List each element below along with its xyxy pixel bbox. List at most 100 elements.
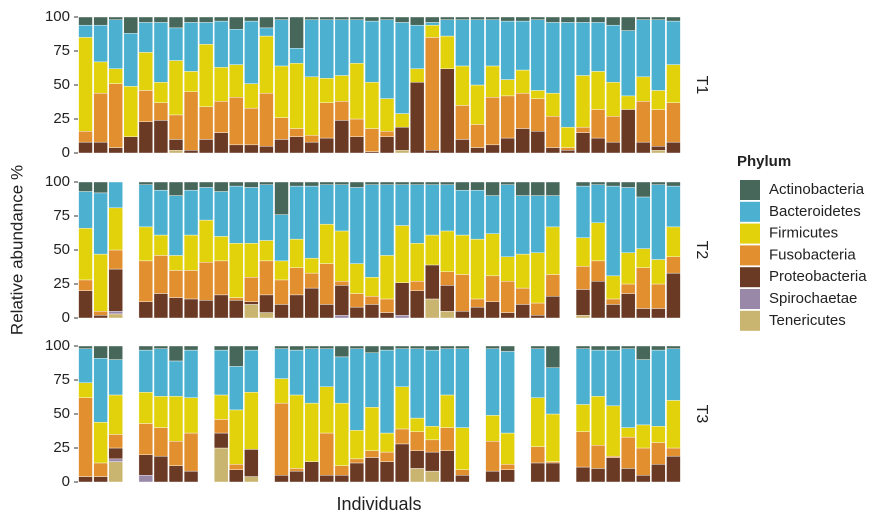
bar-segment bbox=[183, 397, 199, 434]
bar-segment bbox=[425, 16, 440, 23]
bar-segment bbox=[394, 184, 410, 226]
bar-segment bbox=[304, 287, 319, 319]
bar-segment bbox=[334, 19, 349, 76]
bar-segment bbox=[304, 76, 319, 136]
bar-segment bbox=[229, 97, 244, 146]
bar-segment bbox=[590, 396, 606, 446]
bar-segment bbox=[168, 270, 184, 298]
bar-segment bbox=[500, 281, 515, 313]
bar-segment bbox=[138, 392, 153, 424]
bar-segment bbox=[666, 226, 681, 258]
bar-segment bbox=[138, 301, 153, 319]
bar-segment bbox=[93, 358, 108, 423]
bar-segment bbox=[621, 427, 636, 438]
bar-segment bbox=[379, 312, 395, 319]
bar-segment bbox=[138, 475, 153, 483]
bar-segment bbox=[93, 476, 108, 483]
bar-segment bbox=[485, 65, 500, 98]
bar-segment bbox=[259, 240, 274, 262]
bar-segment bbox=[440, 394, 455, 428]
bar-segment bbox=[244, 181, 259, 188]
bar-segment bbox=[379, 184, 395, 256]
bar-segment bbox=[440, 427, 455, 451]
y-tick-label: 100 bbox=[45, 173, 70, 190]
bar-segment bbox=[78, 476, 93, 483]
bar-segment bbox=[530, 302, 545, 316]
bar-segment bbox=[364, 181, 380, 185]
bar-segment bbox=[244, 304, 259, 319]
bar-segment bbox=[515, 20, 530, 71]
bar-segment bbox=[410, 290, 425, 319]
bar-segment bbox=[651, 19, 666, 91]
bar-segment bbox=[319, 475, 334, 483]
bar-segment bbox=[349, 63, 365, 120]
bar-segment bbox=[545, 92, 560, 117]
bar-segment bbox=[500, 79, 515, 97]
bar-segment bbox=[198, 219, 214, 263]
bar-segment bbox=[78, 131, 93, 143]
bar-segment bbox=[666, 272, 681, 319]
bar-segment bbox=[470, 84, 485, 125]
bar-segment bbox=[289, 128, 304, 137]
bar-segment bbox=[259, 92, 274, 147]
bar-segment bbox=[470, 16, 485, 20]
bar-segment bbox=[93, 61, 108, 94]
bar-segment bbox=[319, 16, 334, 20]
bar-segment bbox=[621, 187, 636, 253]
bar-segment bbox=[545, 296, 560, 319]
bar-segment bbox=[289, 294, 304, 319]
bar-segment bbox=[229, 16, 244, 30]
bar-segment bbox=[319, 432, 334, 476]
bar-segment bbox=[590, 222, 606, 262]
bar-segment bbox=[78, 382, 93, 398]
bar-segment bbox=[304, 185, 319, 259]
bar-segment bbox=[515, 253, 530, 289]
bar-segment bbox=[319, 137, 334, 154]
bar-segment bbox=[108, 68, 123, 84]
bar-segment bbox=[214, 132, 229, 154]
bar-segment bbox=[319, 263, 334, 305]
bar-segment bbox=[575, 237, 591, 267]
bar-segment bbox=[440, 19, 455, 37]
bar-segment bbox=[515, 195, 530, 255]
bar-segment bbox=[244, 16, 259, 22]
bar-segment bbox=[289, 238, 304, 268]
bar-segment bbox=[636, 267, 651, 309]
bar-segment bbox=[651, 150, 666, 154]
bar-segment bbox=[364, 184, 380, 278]
bar-segment bbox=[214, 101, 229, 133]
bar-segment bbox=[379, 451, 395, 462]
bar-segment bbox=[334, 230, 349, 282]
bar-segment bbox=[394, 348, 410, 387]
bar-segment bbox=[319, 102, 334, 139]
bar-segment bbox=[244, 345, 259, 351]
bar-segment bbox=[364, 304, 380, 319]
bar-segment bbox=[500, 345, 515, 352]
bar-segment bbox=[545, 461, 560, 464]
bar-segment bbox=[500, 351, 515, 434]
bar-segment bbox=[606, 345, 621, 351]
bar-segment bbox=[153, 181, 169, 191]
bar-segment bbox=[666, 20, 681, 65]
bar-segment bbox=[440, 450, 455, 483]
bar-segment bbox=[530, 195, 545, 253]
bar-segment bbox=[78, 16, 93, 26]
bar-segment bbox=[590, 184, 606, 224]
bar-segment bbox=[636, 19, 651, 78]
bar-segment bbox=[304, 16, 319, 20]
bar-segment bbox=[425, 181, 440, 185]
bar-segment bbox=[530, 462, 545, 483]
bar-segment bbox=[500, 464, 515, 470]
bar-segment bbox=[214, 16, 229, 22]
bar-segment bbox=[500, 256, 515, 282]
bar-segment bbox=[319, 223, 334, 264]
bar-segment bbox=[651, 349, 666, 427]
bar-segment bbox=[108, 313, 123, 319]
bar-segment bbox=[349, 19, 365, 64]
y-tick-label: 0 bbox=[62, 144, 70, 161]
bar-segment bbox=[530, 252, 545, 304]
bar-segment bbox=[545, 181, 560, 196]
bar-segment bbox=[349, 458, 365, 464]
legend-title: Phylum bbox=[737, 153, 791, 170]
